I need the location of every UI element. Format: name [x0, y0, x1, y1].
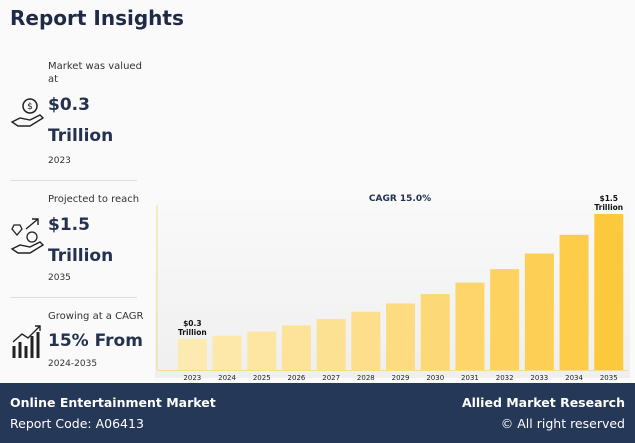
separator: [10, 180, 137, 181]
bar: [177, 338, 207, 370]
money-hand-icon: $: [10, 98, 45, 127]
footer: Online Entertainment Market Report Code:…: [0, 383, 635, 443]
stat-lead: Projected to reach: [48, 194, 140, 205]
x-tick-label: 2024: [218, 374, 236, 382]
bar: [524, 253, 554, 370]
value-label: $0.3 Trillion: [177, 318, 207, 337]
svg-text:$: $: [27, 102, 33, 112]
stat-sub: 2023: [48, 156, 71, 166]
bar: [490, 269, 520, 370]
x-tick-label: 2035: [600, 374, 618, 382]
x-tick-label: 2033: [530, 374, 548, 382]
x-tick-label: 2026: [288, 374, 306, 382]
bar: [316, 319, 346, 370]
annotation: CAGR 15.0%: [368, 194, 432, 204]
x-tick-label: 2029: [392, 374, 410, 382]
bar: [420, 294, 450, 370]
stat-value: $0.3 Trillion: [48, 95, 114, 146]
growth-hand-icon: [10, 218, 45, 254]
bar: [455, 282, 485, 370]
stat-sub: 2035: [48, 273, 71, 283]
stat-value: $1.5 Trillion: [48, 215, 114, 266]
bar: [386, 303, 416, 370]
bar: [594, 214, 624, 370]
footer-title: Online Entertainment Market: [10, 395, 216, 410]
bar: [247, 331, 277, 370]
x-tick-label: 2025: [253, 374, 271, 382]
bar: [212, 335, 242, 370]
stat-sub: 2024-2035: [48, 359, 98, 369]
bar: [351, 311, 381, 370]
x-tick-label: 2027: [322, 374, 340, 382]
x-tick-label: 2030: [426, 374, 444, 382]
stat-lead: Growing at a CAGR: [48, 311, 144, 322]
separator: [10, 297, 137, 298]
x-tick-label: 2032: [496, 374, 514, 382]
value-label: $1.5 Trillion: [594, 194, 624, 212]
x-tick-label: 2031: [461, 374, 479, 382]
footer-rights: © All right reserved: [500, 416, 625, 431]
x-tick-label: 2028: [357, 374, 375, 382]
x-tick-label: 2023: [183, 374, 201, 382]
stat-lead: Market was valued at: [48, 61, 142, 85]
chart: 2023 2024 2025 2026 2027 2028 2029 2030 2031 2032…: [155, 188, 630, 382]
stat-value: 15% From: [48, 331, 143, 351]
chart-icon: [12, 325, 41, 358]
x-tick-label: 2034: [565, 374, 583, 382]
bar: [559, 234, 589, 370]
footer-code: Report Code: A06413: [10, 416, 144, 431]
stat-card: Growing at a CAGR 15% From 2024-2035: [10, 310, 150, 380]
footer-brand: Allied Market Research: [461, 395, 625, 410]
stat-card: Market was valued at $ $0.3 Trillion 202…: [10, 60, 150, 170]
stat-card: Projected to reach $1.5 Trillion 2035: [10, 193, 150, 293]
title: Report Insights: [10, 6, 184, 30]
bar: [281, 325, 311, 370]
